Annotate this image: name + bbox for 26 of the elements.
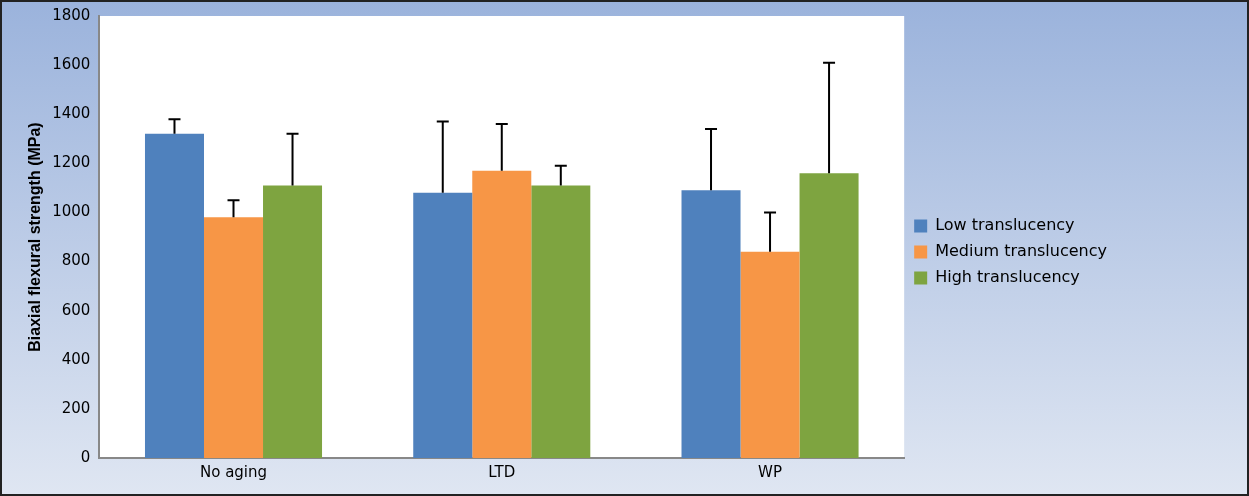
bar (740, 251, 800, 458)
y-tick-label: 400 (61, 349, 91, 368)
y-tick-label: 1200 (52, 153, 91, 172)
y-axis-title: Biaxial flexural strength (MPa) (26, 122, 44, 352)
y-tick-label: 1000 (52, 202, 91, 221)
y-tick-label: 800 (61, 251, 91, 270)
bar (799, 173, 859, 458)
bar (144, 133, 204, 458)
y-tick-label: 200 (61, 398, 91, 417)
bar (531, 185, 591, 458)
x-tick-label: LTD (488, 462, 516, 481)
y-tick-label: 600 (61, 300, 91, 319)
y-tick-label: 1800 (52, 5, 91, 24)
legend-label: Medium translucency (935, 241, 1107, 261)
legend-label: High translucency (935, 267, 1080, 287)
bar (204, 217, 264, 458)
bar (263, 185, 323, 458)
legend-label: Low translucency (935, 215, 1075, 235)
y-tick-label: 1400 (52, 104, 91, 123)
x-tick-label: No aging (199, 462, 268, 481)
bar (413, 192, 473, 458)
bar (681, 190, 741, 458)
y-tick-label: 0 (80, 447, 91, 466)
x-tick-label: WP (758, 462, 782, 481)
bar (472, 170, 532, 458)
y-tick-label: 1600 (52, 55, 91, 73)
